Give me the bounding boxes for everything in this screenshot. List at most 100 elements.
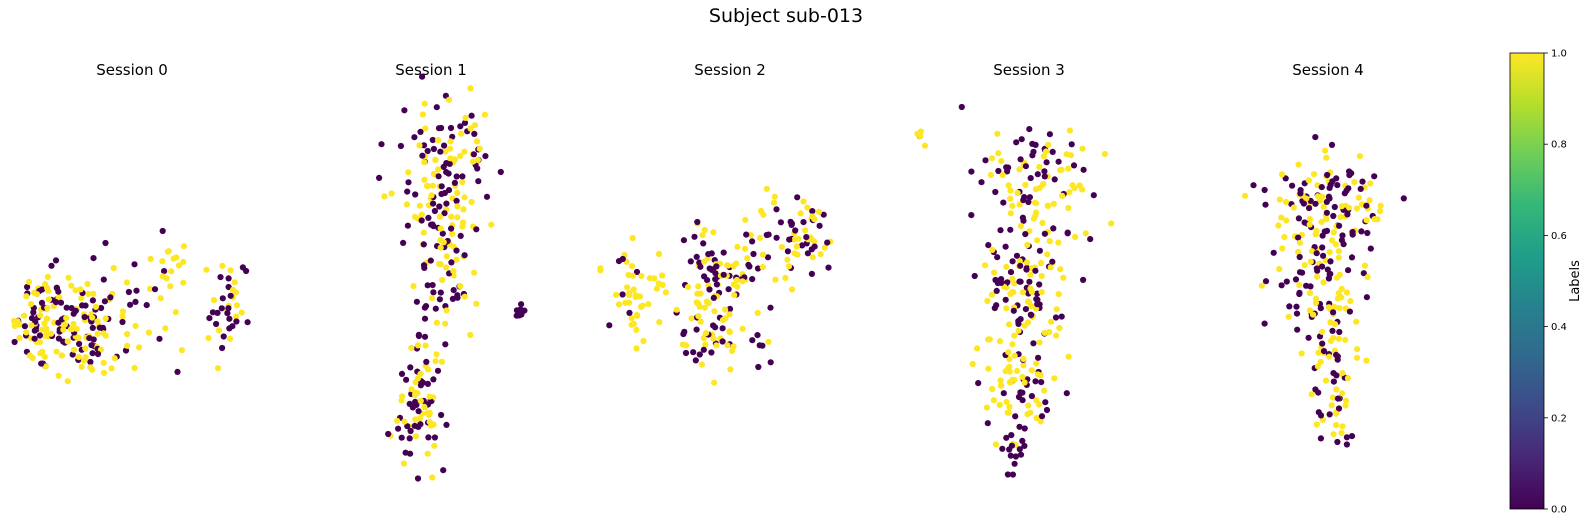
scatter-point bbox=[1241, 192, 1249, 199]
scatter-point bbox=[628, 315, 635, 322]
scatter-point bbox=[1005, 409, 1012, 416]
scatter-panel: Session 0 bbox=[11, 61, 251, 385]
scatter-point bbox=[1322, 147, 1329, 154]
scatter-point bbox=[1033, 360, 1040, 367]
scatter-point bbox=[1303, 282, 1310, 289]
scatter-point bbox=[417, 421, 424, 428]
scatter-point bbox=[159, 273, 166, 280]
scatter-point bbox=[1015, 393, 1023, 401]
scatter-point bbox=[440, 467, 447, 474]
scatter-point bbox=[100, 276, 107, 283]
scatter-point bbox=[102, 315, 109, 322]
scatter-point bbox=[414, 475, 422, 482]
scatter-point bbox=[45, 296, 53, 303]
scatter-point bbox=[90, 255, 97, 262]
scatter-point bbox=[225, 283, 232, 291]
scatter-point bbox=[1032, 212, 1039, 219]
scatter-point bbox=[708, 349, 715, 356]
scatter-point bbox=[1314, 193, 1321, 200]
scatter-point bbox=[619, 255, 626, 263]
scatter-point bbox=[421, 264, 428, 271]
scatter-point bbox=[1008, 432, 1015, 439]
scatter-point bbox=[1345, 267, 1352, 274]
scatter-point bbox=[1019, 289, 1026, 296]
scatter-point bbox=[454, 189, 461, 196]
scatter-point bbox=[695, 313, 702, 320]
scatter-point bbox=[1055, 239, 1062, 246]
scatter-point bbox=[418, 211, 425, 218]
scatter-point bbox=[80, 357, 88, 364]
scatter-point bbox=[1034, 296, 1041, 303]
scatter-point bbox=[754, 309, 761, 316]
scatter-point bbox=[1330, 229, 1337, 236]
scatter-point bbox=[1278, 282, 1285, 289]
scatter-point bbox=[629, 272, 637, 279]
scatter-point bbox=[1296, 269, 1304, 276]
scatter-point bbox=[1065, 204, 1072, 212]
scatter-point bbox=[971, 272, 978, 280]
scatter-point bbox=[802, 227, 809, 234]
scatter-point bbox=[415, 332, 422, 340]
scatter-point bbox=[1354, 346, 1361, 353]
scatter-point bbox=[770, 199, 778, 206]
scatter-point bbox=[159, 227, 166, 235]
scatter-point bbox=[1064, 230, 1071, 237]
scatter-point bbox=[1004, 279, 1011, 286]
scatter-point bbox=[38, 360, 45, 367]
scatter-point bbox=[447, 138, 454, 145]
scatter-point bbox=[990, 397, 998, 404]
scatter-point bbox=[1072, 233, 1079, 240]
scatter-point bbox=[1367, 245, 1374, 252]
scatter-point bbox=[433, 319, 440, 326]
scatter-point bbox=[697, 318, 704, 325]
scatter-point bbox=[1065, 353, 1072, 360]
scatter-point bbox=[422, 125, 429, 132]
scatter-point bbox=[438, 411, 445, 419]
scatter-point bbox=[724, 342, 731, 349]
scatter-point bbox=[1052, 314, 1060, 321]
scatter-point bbox=[1020, 197, 1027, 204]
scatter-point bbox=[692, 357, 699, 364]
scatter-point bbox=[476, 145, 483, 152]
scatter-point bbox=[1344, 375, 1352, 382]
scatter-point bbox=[632, 292, 639, 299]
scatter-point bbox=[38, 299, 46, 306]
scatter-point bbox=[425, 434, 432, 441]
scatter-point bbox=[408, 344, 415, 351]
scatter-point bbox=[1027, 175, 1034, 182]
scatter-point bbox=[394, 417, 401, 424]
scatter-point bbox=[447, 155, 454, 162]
scatter-point bbox=[102, 239, 109, 247]
scatter-point bbox=[785, 263, 793, 270]
scatter-point bbox=[416, 202, 423, 209]
scatter-point bbox=[701, 304, 709, 311]
scatter-point bbox=[1319, 232, 1326, 239]
scatter-point bbox=[75, 354, 82, 361]
scatter-point bbox=[1282, 198, 1290, 206]
scatter-point bbox=[1017, 451, 1025, 458]
scatter-point bbox=[1323, 154, 1330, 161]
scatter-point bbox=[419, 111, 426, 118]
scatter-point bbox=[697, 263, 704, 270]
scatter-point bbox=[441, 210, 448, 217]
scatter-point bbox=[1003, 305, 1010, 312]
scatter-point bbox=[1010, 307, 1017, 314]
scatter-point bbox=[180, 258, 187, 265]
scatter-point bbox=[449, 133, 456, 140]
scatter-point bbox=[1002, 296, 1009, 303]
scatter-point bbox=[1018, 136, 1025, 143]
scatter-point bbox=[1363, 294, 1370, 301]
scatter-point bbox=[1312, 134, 1319, 141]
scatter-point bbox=[165, 248, 172, 255]
scatter-point bbox=[41, 320, 48, 327]
scatter-point bbox=[693, 253, 700, 260]
scatter-point bbox=[999, 445, 1006, 452]
scatter-point bbox=[435, 166, 442, 173]
scatter-point bbox=[55, 319, 62, 326]
scatter-point bbox=[989, 246, 996, 253]
scatter-point bbox=[1323, 209, 1330, 216]
scatter-point bbox=[1009, 341, 1016, 348]
scatter-point bbox=[1046, 238, 1053, 245]
scatter-point bbox=[426, 393, 433, 400]
scatter-point bbox=[1289, 182, 1296, 189]
